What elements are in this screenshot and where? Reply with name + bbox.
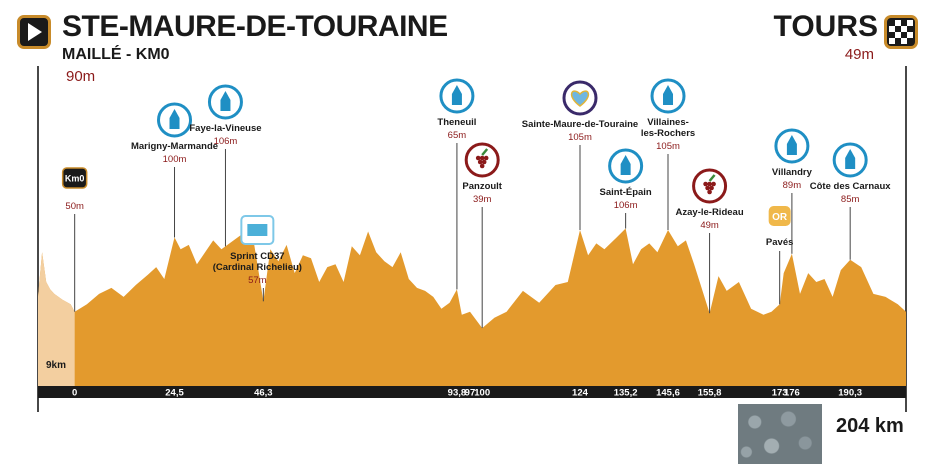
waypoint-marker: Faye-la-Vineuse 106m xyxy=(189,84,262,247)
finish-town-title: TOURS xyxy=(773,10,878,43)
waypoint-altitude: 57m xyxy=(248,275,267,286)
waypoint-name: Saint-Épain xyxy=(599,187,651,198)
grape-icon xyxy=(707,181,712,187)
church-icon xyxy=(220,91,231,111)
waypoint-name: Sprint CD37 xyxy=(230,251,284,262)
waypoint-marker: Saint-Épain 106m xyxy=(599,148,652,229)
km-tick-label: 176 xyxy=(784,388,800,399)
grape-icon xyxy=(483,155,489,161)
waypoint-name: Marigny-Marmande xyxy=(131,141,218,152)
waypoint-marker: Villaines-les-Rochers 105m xyxy=(641,78,695,230)
grape-icon xyxy=(481,159,487,165)
church-icon xyxy=(169,109,180,129)
waypoint-altitude: 85m xyxy=(841,194,860,205)
waypoint-name: Villandry xyxy=(772,167,813,178)
km-tick-label: 46,3 xyxy=(254,388,273,399)
grape-icon xyxy=(711,181,716,187)
waypoint-name: Villaines- xyxy=(647,117,689,128)
church-icon xyxy=(620,155,631,175)
church-icon xyxy=(451,85,462,105)
grape-icon xyxy=(705,185,710,191)
waypoint-marker: Sprint CD37(Cardinal Richelieu) 57m xyxy=(213,215,302,302)
waypoint-name: Panzoult xyxy=(462,181,502,192)
waypoint-altitude: 105m xyxy=(568,132,592,143)
start-play-icon xyxy=(17,15,51,49)
checkered-flag-icon xyxy=(884,15,918,49)
total-distance: 204 km xyxy=(836,415,904,437)
heart-icon xyxy=(570,90,590,107)
km-tick-label: 145,6 xyxy=(656,388,680,399)
waypoint-marker: Sainte-Maure-de-Touraine 105m xyxy=(522,80,638,230)
waypoint-name: Theneuil xyxy=(437,117,476,128)
church-icon xyxy=(786,135,797,155)
church-icon xyxy=(663,85,674,105)
waypoint-altitude: 39m xyxy=(473,194,492,205)
waypoint-altitude: 105m xyxy=(656,141,680,152)
km0-badge xyxy=(61,167,88,189)
km-tick-label: 100 xyxy=(474,388,490,399)
grape-icon xyxy=(481,148,489,156)
waypoint-altitude: 100m xyxy=(163,154,187,165)
waypoint-name: (Cardinal Richelieu) xyxy=(213,262,302,273)
km-tick-label: 173 xyxy=(772,388,788,399)
or-badge-label: OR xyxy=(772,212,788,223)
km0-badge-label: Km0 xyxy=(65,174,85,184)
finish-altitude: 49m xyxy=(844,46,874,63)
km-tick-label: 155,8 xyxy=(698,388,722,399)
church-icon xyxy=(845,149,856,169)
cobblestone-photo xyxy=(738,404,822,464)
waypoint-name: les-Rochers xyxy=(641,128,695,139)
elevation-area xyxy=(38,228,906,386)
waypoint-marker: Km0 50m xyxy=(61,167,88,312)
waypoint-altitude: 89m xyxy=(783,180,802,191)
km-tick-label: 0 xyxy=(72,388,77,399)
sprint-icon xyxy=(247,224,268,236)
start-altitude: 90m xyxy=(66,68,96,85)
waypoint-marker: Marigny-Marmande 100m xyxy=(131,102,218,238)
waypoint-altitude: 65m xyxy=(448,130,467,141)
km-tick-label: 190,3 xyxy=(838,388,862,399)
grape-icon xyxy=(479,163,485,169)
start-town-title: STE-MAURE-DE-TOURAINE xyxy=(62,10,448,43)
waypoint-name: Pavés xyxy=(766,237,793,248)
km-tick-label: 24,5 xyxy=(165,388,184,399)
grape-icon xyxy=(477,159,483,165)
waypoint-altitude: 50m xyxy=(65,201,84,212)
start-subtitle: MAILLÉ - KM0 xyxy=(62,46,170,63)
neutral-zone-area xyxy=(38,252,75,386)
waypoint-altitude: 106m xyxy=(614,200,638,211)
grape-icon xyxy=(703,181,708,187)
waypoint-marker: OR Pavés xyxy=(766,206,793,305)
km-tick-label: 124 xyxy=(572,388,589,399)
grape-icon xyxy=(707,189,712,195)
waypoint-marker: Azay-le-Rideau 49m xyxy=(676,168,744,314)
waypoint-altitude: 49m xyxy=(700,220,719,231)
waypoint-name: Sainte-Maure-de-Touraine xyxy=(522,119,638,130)
km-tick-label: 93,8 xyxy=(448,388,467,399)
or-badge xyxy=(768,206,791,226)
km-tick-label: 97 xyxy=(465,388,476,399)
waypoint-name: Faye-la-Vineuse xyxy=(189,123,261,134)
waypoint-name: Azay-le-Rideau xyxy=(676,207,744,218)
waypoint-marker: Panzoult 39m xyxy=(462,142,503,329)
waypoint-altitude: 106m xyxy=(214,136,238,147)
waypoint-name: Côte des Carnaux xyxy=(810,181,891,192)
waypoint-marker: Theneuil 65m xyxy=(437,78,476,290)
grape-icon xyxy=(708,174,716,182)
km-tick-label: 135,2 xyxy=(614,388,638,399)
grape-icon xyxy=(709,185,714,191)
distance-axis-bar xyxy=(38,386,906,398)
grape-icon xyxy=(479,155,485,161)
waypoint-marker: Côte des Carnaux 85m xyxy=(810,142,891,260)
grape-icon xyxy=(475,155,481,161)
waypoint-marker: Villandry 89m xyxy=(772,128,813,254)
neutral-zone-label: 9km xyxy=(46,360,66,371)
